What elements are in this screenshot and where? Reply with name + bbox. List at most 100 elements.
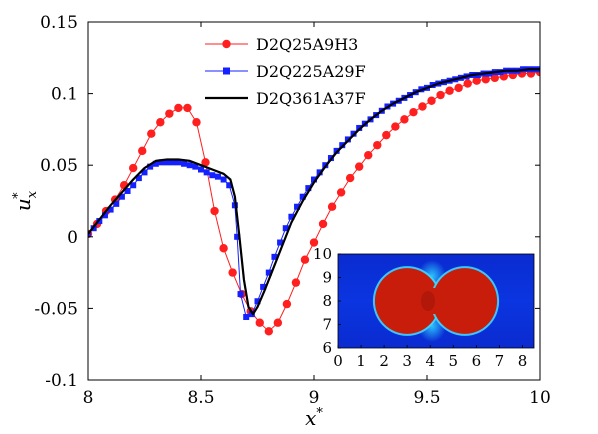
data-point-circle xyxy=(291,278,301,287)
data-point-circle xyxy=(129,163,138,173)
y-tick-label: 0.05 xyxy=(40,156,78,176)
data-point-circle xyxy=(318,219,328,229)
data-point-circle xyxy=(463,79,472,88)
legend-label-2: D2Q361A37F xyxy=(256,89,366,108)
data-point-circle xyxy=(282,299,292,309)
data-point-square xyxy=(294,203,301,210)
data-point-square xyxy=(152,160,159,167)
inset-x-tick-label: 0 xyxy=(333,352,343,370)
data-point-circle xyxy=(309,238,319,247)
data-point-square xyxy=(260,283,267,290)
data-point-square xyxy=(113,200,120,207)
inset-y-tick-label: 10 xyxy=(313,245,332,263)
legend: D2Q25A9H3 D2Q225A29F D2Q361A37F xyxy=(205,35,366,108)
data-point-circle xyxy=(445,86,454,95)
data-point-circle xyxy=(427,96,436,105)
droplet-1 xyxy=(432,268,498,334)
data-point-square xyxy=(265,269,272,276)
legend-entry-0: D2Q25A9H3 xyxy=(205,35,358,54)
data-point-square xyxy=(198,166,204,173)
data-point-square xyxy=(135,175,142,182)
inset-x-tick-label: 7 xyxy=(495,352,505,370)
y-tick-label: -0.05 xyxy=(34,299,78,319)
inset-x-tick-label: 1 xyxy=(356,352,366,370)
data-point-square xyxy=(130,182,137,189)
data-point-square xyxy=(118,193,125,200)
data-point-square xyxy=(214,173,221,180)
data-point-square xyxy=(164,159,171,166)
data-point-square xyxy=(107,206,114,213)
data-point-circle xyxy=(481,75,490,84)
data-point-square xyxy=(101,212,108,219)
droplet-0 xyxy=(374,268,440,334)
data-point-circle xyxy=(174,103,183,113)
inset-x-tick-label: 5 xyxy=(449,352,459,370)
legend-marker-circle xyxy=(222,39,231,49)
data-point-circle xyxy=(183,103,192,113)
legend-entry-1: D2Q225A29F xyxy=(205,62,366,81)
data-point-square xyxy=(234,233,241,240)
data-point-circle xyxy=(418,102,427,111)
data-point-square xyxy=(277,239,284,246)
series-layer xyxy=(88,66,540,336)
inset-x-tick-label: 3 xyxy=(402,352,412,370)
data-point-circle xyxy=(336,188,346,197)
data-point-square xyxy=(311,176,317,183)
data-point-square xyxy=(237,291,244,298)
data-point-circle xyxy=(219,244,228,253)
data-point-circle xyxy=(273,318,283,327)
data-point-circle xyxy=(147,129,156,138)
y-axis-label: ux* xyxy=(11,190,40,211)
data-point-circle xyxy=(472,76,481,85)
data-point-square xyxy=(158,159,165,166)
inset-y-tick-label: 6 xyxy=(322,339,332,357)
legend-label-0: D2Q25A9H3 xyxy=(256,35,358,54)
y-tick-label: 0.15 xyxy=(40,13,78,33)
x-tick-label: 10 xyxy=(529,388,551,408)
x-tick-label: 9 xyxy=(309,388,320,408)
legend-label-1: D2Q225A29F xyxy=(256,62,366,81)
y-tick-label: 0.1 xyxy=(51,85,78,105)
data-point-square xyxy=(299,193,306,200)
data-point-circle xyxy=(409,108,418,117)
data-point-circle xyxy=(255,318,264,327)
data-point-square xyxy=(181,160,188,167)
data-point-circle xyxy=(201,158,210,167)
y-tick-label: 0 xyxy=(67,228,78,248)
data-point-circle xyxy=(165,109,174,118)
inset-droplets xyxy=(372,266,500,336)
data-point-square xyxy=(316,169,323,176)
data-point-circle xyxy=(156,118,165,127)
data-point-circle xyxy=(228,268,237,277)
data-point-circle xyxy=(436,90,445,100)
data-point-square xyxy=(288,213,295,220)
x-tick-label: 9.5 xyxy=(413,388,440,408)
x-tick-label: 8.5 xyxy=(187,388,214,408)
x-tick-label: 8 xyxy=(83,388,94,408)
data-point-circle xyxy=(454,83,463,93)
data-point-circle xyxy=(264,327,273,336)
data-point-circle xyxy=(192,118,201,127)
inset-x-tick-label: 6 xyxy=(472,352,482,370)
data-point-square xyxy=(243,313,250,320)
data-point-circle xyxy=(391,122,400,131)
inset-neck-glow xyxy=(421,291,435,311)
inset-x-tick-label: 4 xyxy=(425,352,435,370)
data-point-square xyxy=(209,172,216,179)
data-point-square xyxy=(282,225,289,232)
inset-y-tick-label: 9 xyxy=(322,269,332,287)
data-point-circle xyxy=(355,162,364,171)
x-axis-label: x* xyxy=(305,406,323,430)
data-point-square xyxy=(305,185,312,192)
inset-x-tick-label: 8 xyxy=(518,352,528,370)
data-point-square xyxy=(254,298,261,305)
y-tick-label: -0.1 xyxy=(45,371,78,391)
series-line-2 xyxy=(88,68,540,316)
data-point-square xyxy=(186,162,193,169)
inset-y-tick-label: 8 xyxy=(322,292,332,310)
data-point-circle xyxy=(300,255,310,264)
data-point-square xyxy=(147,163,154,170)
